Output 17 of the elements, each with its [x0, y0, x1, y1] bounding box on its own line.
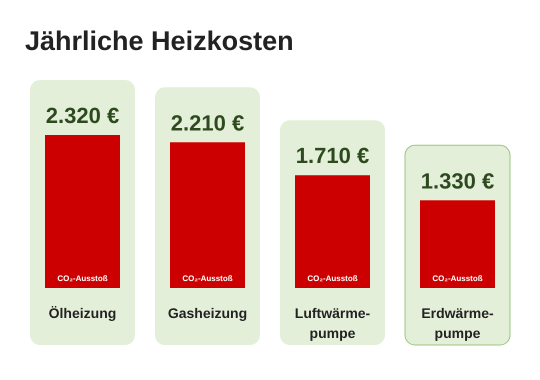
x-tick-label: Gasheizung — [168, 305, 248, 321]
bar — [420, 200, 495, 288]
annotation: CO₂-Ausstoß — [182, 274, 233, 283]
data-label: 1.710 € — [296, 143, 370, 168]
x-tick-label: Ölheizung — [48, 305, 116, 321]
bar — [170, 142, 245, 288]
bar — [45, 135, 120, 288]
annotation: CO₂-Ausstoß — [57, 274, 108, 283]
x-tick-label: Erdwärme-pumpe — [421, 305, 494, 341]
chart-title: Jährliche Heizkosten — [25, 26, 294, 57]
bar — [295, 175, 370, 288]
annotation: CO₂-Ausstoß — [432, 274, 483, 283]
annotation: CO₂-Ausstoß — [307, 274, 358, 283]
data-label: 1.330 € — [420, 168, 494, 194]
data-label: 2.210 € — [170, 110, 244, 136]
x-tick-label: Luftwärme-pumpe — [294, 305, 371, 341]
data-label: 2.320 € — [46, 103, 120, 128]
